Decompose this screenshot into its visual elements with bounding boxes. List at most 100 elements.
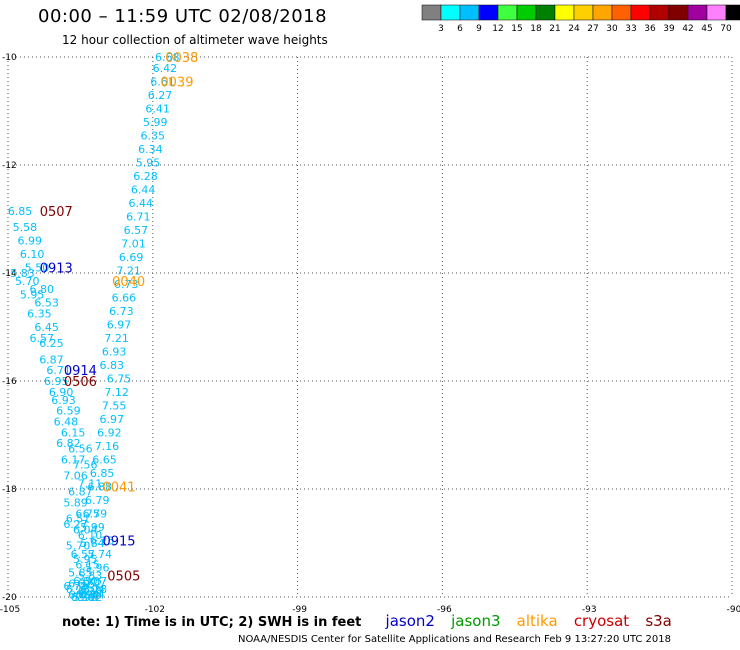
legend-swatch [687,4,708,21]
swh-point: 6.87 [39,353,64,366]
swh-point: 7.56 [73,459,98,472]
swh-point: 6.92 [97,426,122,439]
credit-line: NOAA/NESDIS Center for Satellite Applica… [238,634,671,645]
legend-value: 21 [549,24,560,34]
x-tick-label: -93 [582,605,597,615]
legend-swatch [630,4,651,21]
swh-point: 6.10 [20,248,45,261]
legend-value: 24 [568,24,580,34]
swh-point: 6.48 [54,416,79,429]
legend-swatch [668,4,689,21]
swh-point: 6.73 [109,305,134,318]
legend-swatch [497,4,518,21]
swh-point: 6.56 [68,443,93,456]
swh-point: 6.87 [68,486,93,499]
swh-point: 6.41 [145,102,170,115]
swh-point: 6.85 [90,467,115,480]
swh-point: 6.99 [17,235,42,248]
swh-point: 6.57 [30,332,55,345]
swh-point: 5.92 [78,591,103,604]
swh-point: 7.21 [116,264,141,277]
swh-point: 6.35 [141,129,166,142]
swh-point: 6.73 [114,278,139,291]
legend-value: 9 [476,24,482,34]
legend-swatch [421,4,442,21]
legend-swatch [440,4,461,21]
satellite-label-jason3: jason3 [451,612,501,630]
pass-label: 0914 [64,364,97,379]
swh-point: 6.04 [73,524,98,537]
map-grid [7,56,733,598]
swh-point: 6.61 [150,75,175,88]
swh-point: 6.71 [46,364,71,377]
x-tick-label: -96 [437,605,452,615]
legend-swatch [554,4,575,21]
satellite-label-jason2: jason2 [385,612,435,630]
swh-point: 5.99 [80,521,105,534]
legend-swatch [649,4,670,21]
swh-point: 7.12 [104,386,129,399]
pass-label: 0913 [40,262,73,277]
swh-point: 6.71 [126,210,151,223]
legend-value: 18 [530,24,542,34]
swh-point: 6.88 [87,480,112,493]
legend-swatch [725,4,740,21]
swh-point: 5.99 [143,116,168,129]
swh-point: 6.25 [90,534,115,547]
x-tick-label: -105 [0,605,20,615]
x-tick-label: -102 [145,605,165,615]
swh-point: 6.13 [66,583,91,596]
pass-label: 0505 [107,569,140,584]
swh-point: 6.57 [124,224,149,237]
swh-point: 6.90 [49,386,74,399]
swh-point: 6.80 [30,283,55,296]
swh-point: 5.98 [73,591,98,604]
y-tick-label: -10 [2,53,17,63]
swh-point: 5.95 [136,156,161,169]
swh-point: 6.59 [56,405,81,418]
legend-value: 6 [457,24,463,34]
swh-point: 5.95 [20,289,45,302]
swh-point: 6.79 [85,494,110,507]
swh-point: 7.16 [95,440,120,453]
legend-value: 70 [720,24,732,34]
swh-point: 6.07 [83,575,108,588]
swh-point: 6.83 [100,359,125,372]
y-tick-label: -20 [2,593,17,603]
swh-point: 5.50 [25,262,50,275]
legend-value: 36 [644,24,656,34]
map-title: 00:00 – 11:59 UTC 02/08/2018 [38,6,328,27]
legend-swatch [459,4,480,21]
pass-label: 0506 [64,375,97,390]
swh-point: 6.39 [78,586,103,599]
swh-point: 6.17 [61,453,86,466]
swh-point: 6.93 [102,345,127,358]
swh-point: 5.96 [85,561,110,574]
swh-point: 5.74 [87,548,112,561]
swh-point: 5.83 [78,569,103,582]
legend-value: 39 [663,24,675,34]
swh-point: 6.65 [92,453,117,466]
swh-point: 6.69 [119,251,144,264]
x-tick-label: -99 [292,605,307,615]
legend-value: 3 [438,24,444,34]
legend-swatch [573,4,594,21]
swh-point: 5.85 [68,567,93,580]
legend-value: 27 [587,24,598,34]
swh-point: 6.66 [112,291,137,304]
pass-label: 0039 [160,75,193,90]
map-subtitle: 12 hour collection of altimeter wave hei… [62,33,328,47]
swh-point: 6.25 [39,337,64,350]
swh-point: 6.34 [75,588,100,601]
swh-point: 6.15 [75,559,100,572]
legend-value: 30 [606,24,618,34]
swh-point: 6.35 [27,308,52,321]
y-tick-label: -12 [2,161,17,171]
axis-ticks: -105 -102 -99 -96 -93 -90 -10 -12 -14 -16 -18 -20 [0,53,740,615]
swh-point: 6.93 [51,394,76,407]
x-tick-label: -90 [727,605,740,615]
legend-value: 33 [625,24,636,34]
swh-point: 6.53 [34,297,59,310]
legend-swatch [535,4,556,21]
